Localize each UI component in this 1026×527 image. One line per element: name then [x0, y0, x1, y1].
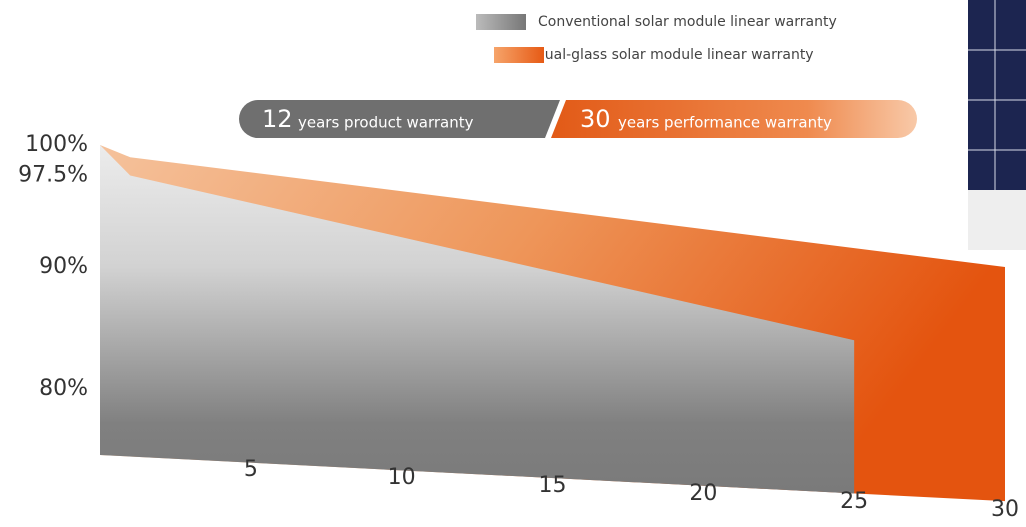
banner-number: 12 — [262, 105, 293, 133]
banner-text: years performance warranty — [618, 114, 832, 132]
area — [100, 145, 854, 493]
legend-label: Conventional solar module linear warrant… — [538, 14, 837, 30]
banner-text: years product warranty — [298, 114, 474, 132]
legend-swatch — [494, 47, 544, 63]
legend-label: Dual-glass solar module linear warranty — [534, 47, 814, 63]
y-tick-label: 97.5% — [18, 163, 88, 188]
chart: 12 years product warranty 30 years perfo… — [0, 0, 1026, 527]
panel-frame — [968, 190, 1026, 250]
y-tick-label: 100% — [25, 132, 88, 157]
x-tick-label: 30 — [991, 497, 1019, 522]
x-tick-label: 5 — [244, 457, 258, 482]
x-tick-label: 15 — [539, 473, 567, 498]
legend-swatch — [476, 14, 526, 30]
panel — [968, 0, 1026, 190]
y-tick-label: 80% — [39, 376, 88, 401]
y-tick-label: 90% — [39, 254, 88, 279]
x-tick-label: 10 — [388, 465, 416, 490]
x-tick-label: 20 — [689, 481, 717, 506]
banner-number: 30 — [580, 105, 611, 133]
x-tick-label: 25 — [840, 489, 868, 514]
